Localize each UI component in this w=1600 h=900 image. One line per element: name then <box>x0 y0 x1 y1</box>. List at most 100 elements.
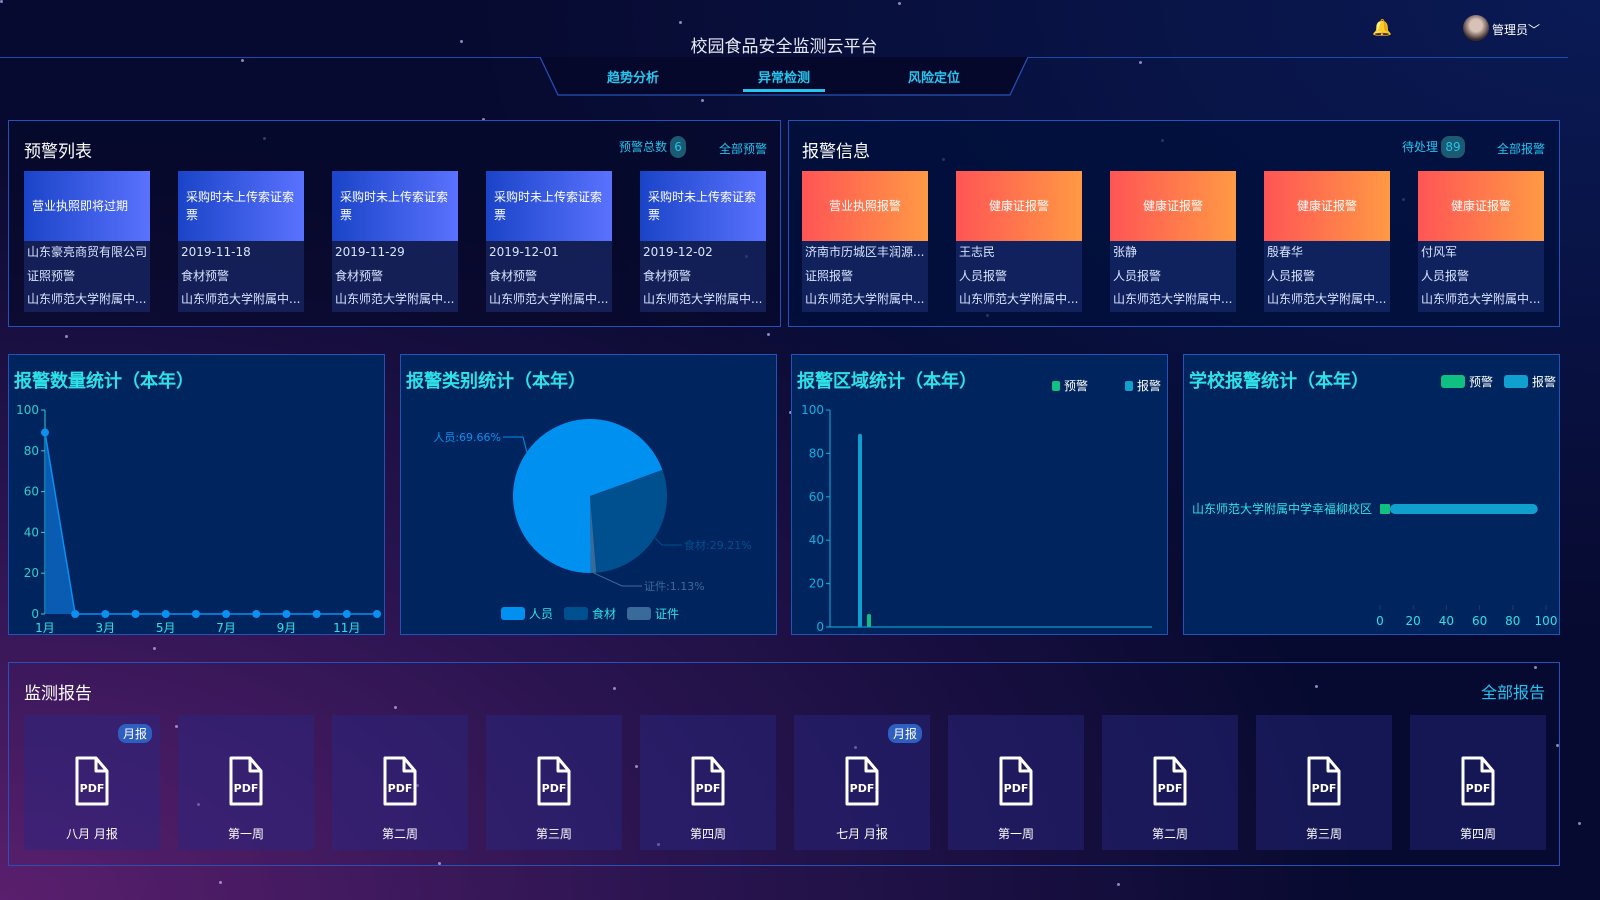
bar-warning[interactable] <box>867 613 871 627</box>
card-line: 付风军 <box>1421 245 1458 259</box>
star <box>241 59 244 62</box>
data-point[interactable] <box>161 610 170 618</box>
pdf-label: PDF <box>234 782 259 795</box>
alarm-card[interactable]: 健康证报警 张静 人员报警 山东师范大学附属中... <box>1110 171 1236 312</box>
avatar[interactable] <box>1463 15 1489 41</box>
data-point[interactable] <box>252 610 261 618</box>
alarm-card[interactable]: 健康证报警 付风军 人员报警 山东师范大学附属中... <box>1418 171 1544 312</box>
pdf-label: PDF <box>696 782 721 795</box>
pending-label: 待处理 <box>1402 140 1439 154</box>
pdf-label: PDF <box>388 782 413 795</box>
area-fill <box>45 432 377 614</box>
star <box>789 411 792 414</box>
bar-warning[interactable] <box>1380 504 1390 514</box>
report-card[interactable]: 月报 PDF 八月 月报 <box>24 715 160 850</box>
bell-icon[interactable]: 🔔 <box>1372 18 1392 37</box>
x-tick-label: 9月 <box>277 621 297 635</box>
label-leader <box>593 572 642 587</box>
star <box>1534 666 1537 669</box>
all-alarms-link[interactable]: 全部报警 <box>1497 142 1546 156</box>
user-menu[interactable]: 管理员﹀ <box>1492 21 1540 38</box>
data-point[interactable] <box>41 428 49 437</box>
bar-alarm[interactable] <box>858 433 862 627</box>
warning-card[interactable]: 采购时未上传索证索票 2019-11-29 食材预警 山东师范大学附属中... <box>332 171 458 312</box>
legend-label[interactable]: 预警 <box>1469 374 1493 389</box>
y-tick-label: 0 <box>816 620 824 634</box>
slice-label: 证件:1.13% <box>644 580 705 593</box>
card-line: 山东师范大学附属中... <box>1421 292 1541 306</box>
pie-slice[interactable] <box>513 419 663 573</box>
panel-title: 预警列表 <box>24 142 92 162</box>
slice-label: 食材:29.21% <box>684 538 752 552</box>
warning-card[interactable]: 采购时未上传索证索票 2019-11-18 食材预警 山东师范大学附属中... <box>178 171 304 312</box>
data-point[interactable] <box>373 610 381 618</box>
report-card[interactable]: PDF 第三周 <box>486 715 622 850</box>
pdf-file-icon: PDF <box>229 756 263 806</box>
warning-card[interactable]: 营业执照即将过期 山东豪亮商贸有限公司 证照预警 山东师范大学附属中... <box>24 171 150 312</box>
pdf-label: PDF <box>1466 782 1491 795</box>
alarm-card[interactable]: 健康证报警 殷春华 人员报警 山东师范大学附属中... <box>1264 171 1390 312</box>
legend-label[interactable]: 证件 <box>655 607 679 621</box>
report-label: 第三周 <box>1305 827 1342 841</box>
card-line: 山东豪亮商贸有限公司 <box>27 245 148 259</box>
y-category-label: 山东师范大学附属中学幸福柳校区 <box>1192 501 1372 516</box>
legend-label[interactable]: 报警 <box>1137 378 1161 393</box>
data-point[interactable] <box>191 610 200 618</box>
data-point[interactable] <box>282 610 291 618</box>
warning-total-badge: 6 <box>670 136 687 158</box>
bar-chart: 0 20 40 60 80 100 预警 报警 <box>801 378 1161 634</box>
report-card[interactable]: PDF 第一周 <box>948 715 1084 850</box>
data-point[interactable] <box>101 610 110 618</box>
data-point[interactable] <box>312 610 321 618</box>
report-card[interactable]: PDF 第四周 <box>640 715 776 850</box>
all-reports-link[interactable]: 全部报告 <box>1480 683 1545 702</box>
report-card[interactable]: PDF 第三周 <box>1256 715 1392 850</box>
pie-slice[interactable] <box>590 469 667 573</box>
report-card[interactable]: PDF 第一周 <box>178 715 314 850</box>
legend-label[interactable]: 人员 <box>529 607 553 621</box>
star <box>65 335 68 338</box>
report-card[interactable]: 月报 PDF 七月 月报 <box>794 715 930 850</box>
card-line: 山东师范大学附属中... <box>27 292 147 306</box>
data-point[interactable] <box>131 610 140 618</box>
card-heading: 采购时未上传索证索票 <box>178 171 304 241</box>
report-card[interactable]: PDF 第二周 <box>332 715 468 850</box>
y-tick-label: 80 <box>24 444 39 458</box>
alarm-card[interactable]: 营业执照报警 济南市历城区丰润源... 证照报警 山东师范大学附属中... <box>802 171 928 312</box>
tab-anomaly-detection[interactable]: 异常检测 <box>757 71 810 86</box>
chart-title: 学校报警统计（本年） <box>1189 371 1369 392</box>
y-tick-label: 40 <box>24 525 39 539</box>
panel-title: 监测报告 <box>24 684 92 704</box>
star <box>219 881 222 884</box>
card-heading: 健康证报警 <box>956 171 1082 241</box>
warning-card[interactable]: 采购时未上传索证索票 2019-12-01 食材预警 山东师范大学附属中... <box>486 171 612 312</box>
report-card[interactable]: PDF 第四周 <box>1410 715 1546 850</box>
all-warnings-link[interactable]: 全部预警 <box>719 142 768 156</box>
tab-trend-analysis[interactable]: 趋势分析 <box>606 71 659 86</box>
card-line: 人员报警 <box>1421 268 1470 283</box>
card-line: 证照报警 <box>805 268 854 283</box>
card-heading: 采购时未上传索证索票 <box>332 171 458 241</box>
report-card[interactable]: PDF 第二周 <box>1102 715 1238 850</box>
legend-label[interactable]: 食材 <box>592 606 616 621</box>
bar-alarm[interactable] <box>1389 504 1538 514</box>
warning-card[interactable]: 采购时未上传索证索票 2019-12-02 食材预警 山东师范大学附属中... <box>640 171 766 312</box>
pie-slice[interactable] <box>590 496 597 573</box>
star <box>1139 61 1142 64</box>
legend-label[interactable]: 报警 <box>1532 374 1556 389</box>
star <box>175 725 178 728</box>
pdf-file-icon: PDF <box>1153 756 1187 806</box>
data-point[interactable] <box>71 610 80 618</box>
alarm-count-chart: 报警数量统计（本年） 0 20 40 60 80 100 1月 3月 5月 7月 9月 11月 <box>8 354 385 635</box>
y-tick-label: 80 <box>809 446 824 460</box>
tab-risk-location[interactable]: 风险定位 <box>907 71 960 86</box>
card-heading: 采购时未上传索证索票 <box>640 171 766 241</box>
pdf-file-icon: PDF <box>383 756 417 806</box>
alarm-category-chart: 报警类别统计（本年） 食材:29.21% 证件:1.13% 人员:69.66% 人员 食材… <box>400 354 777 635</box>
legend-label[interactable]: 预警 <box>1064 378 1088 393</box>
alarm-card[interactable]: 健康证报警 王志民 人员报警 山东师范大学附属中... <box>956 171 1082 312</box>
data-point[interactable] <box>222 610 231 618</box>
data-point[interactable] <box>342 610 351 618</box>
report-label: 第四周 <box>689 827 726 841</box>
card-line: 山东师范大学附属中... <box>489 292 609 306</box>
